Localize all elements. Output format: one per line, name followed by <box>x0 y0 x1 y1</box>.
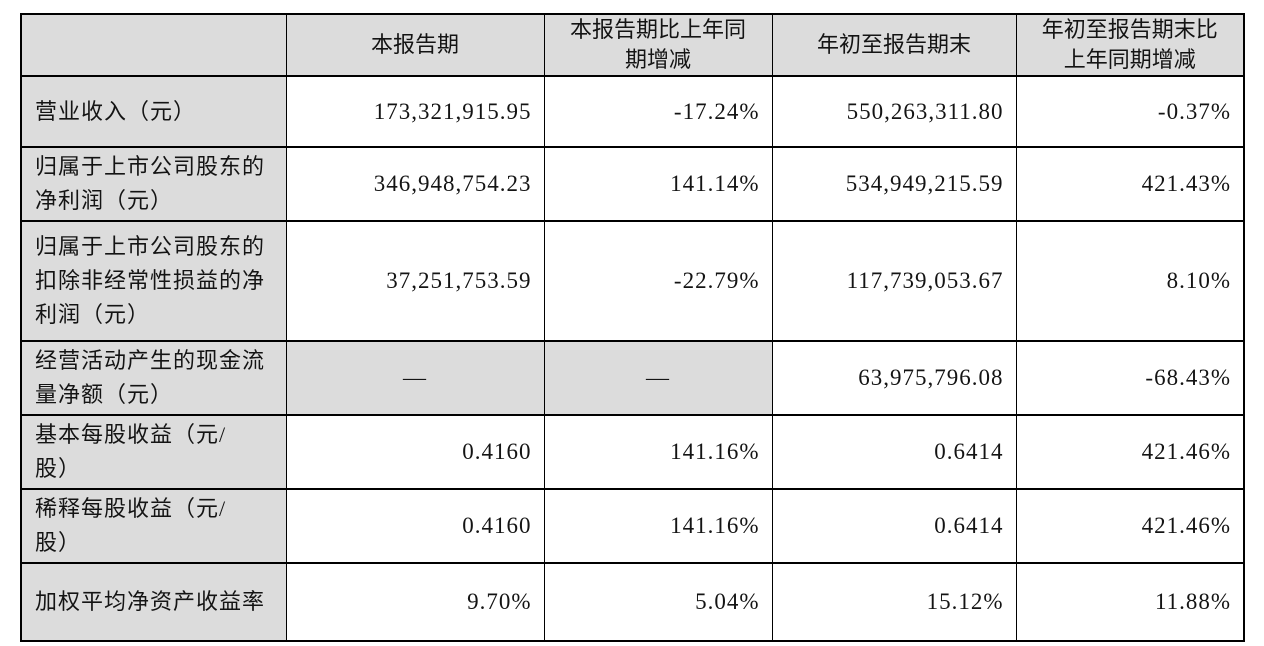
table-cell: 0.6414 <box>771 414 1017 490</box>
table-cell: 117,739,053.67 <box>771 220 1017 342</box>
row-net-profit-attributable: 归属于上市公司股东的 净利润（元） 346,948,754.23 141.14%… <box>20 146 1245 222</box>
table-cell: 421.46% <box>1015 488 1245 564</box>
table-cell: -22.79% <box>543 220 773 342</box>
table-cell: 550,263,311.80 <box>771 75 1017 148</box>
table-cell: 141.16% <box>543 488 773 564</box>
row-weighted-average-roe: 加权平均净资产收益率 9.70% 5.04% 15.12% 11.88% <box>20 562 1245 642</box>
table-cell: 5.04% <box>543 562 773 642</box>
table-cell: 141.16% <box>543 414 773 490</box>
table-cell: -17.24% <box>543 75 773 148</box>
table-cell: 0.4160 <box>285 414 545 490</box>
row-diluted-eps: 稀释每股收益（元/ 股） 0.4160 141.16% 0.6414 421.4… <box>20 488 1245 564</box>
row-basic-eps: 基本每股收益（元/ 股） 0.4160 141.16% 0.6414 421.4… <box>20 414 1245 490</box>
table-cell: 8.10% <box>1015 220 1245 342</box>
row-net-profit-excl-nonrecurring: 归属于上市公司股东的 扣除非经常性损益的净 利润（元） 37,251,753.5… <box>20 220 1245 342</box>
financial-summary-table: 本报告期 本报告期比上年同 期增减 年初至报告期末 年初至报告期末比 上年同期增… <box>20 13 1245 642</box>
header-row: 本报告期 本报告期比上年同 期增减 年初至报告期末 年初至报告期末比 上年同期增… <box>20 13 1245 77</box>
column-header-current-period-yoy-change: 本报告期比上年同 期增减 <box>543 13 773 77</box>
table-cell: 0.4160 <box>285 488 545 564</box>
table-cell-em-dash: — <box>285 340 545 416</box>
table-cell: 37,251,753.59 <box>285 220 545 342</box>
table-cell: 0.6414 <box>771 488 1017 564</box>
column-header-current-period: 本报告期 <box>285 13 545 77</box>
row-label: 基本每股收益（元/ 股） <box>20 414 287 490</box>
table-cell: 63,975,796.08 <box>771 340 1017 416</box>
row-label: 加权平均净资产收益率 <box>20 562 287 642</box>
row-label: 稀释每股收益（元/ 股） <box>20 488 287 564</box>
row-label: 归属于上市公司股东的 净利润（元） <box>20 146 287 222</box>
table-cell-em-dash: — <box>543 340 773 416</box>
table-cell: -68.43% <box>1015 340 1245 416</box>
table-cell: 141.14% <box>543 146 773 222</box>
row-label: 营业收入（元） <box>20 75 287 148</box>
table-cell: 11.88% <box>1015 562 1245 642</box>
column-header-year-to-date-yoy-change: 年初至报告期末比 上年同期增减 <box>1015 13 1245 77</box>
row-operating-cash-flow: 经营活动产生的现金流 量净额（元） — — 63,975,796.08 -68.… <box>20 340 1245 416</box>
column-header-blank <box>20 13 287 77</box>
table-cell: -0.37% <box>1015 75 1245 148</box>
table-cell: 421.43% <box>1015 146 1245 222</box>
financial-summary-table-wrap: 本报告期 本报告期比上年同 期增减 年初至报告期末 年初至报告期末比 上年同期增… <box>20 13 1245 642</box>
row-label: 经营活动产生的现金流 量净额（元） <box>20 340 287 416</box>
table-cell: 173,321,915.95 <box>285 75 545 148</box>
table-cell: 15.12% <box>771 562 1017 642</box>
column-header-year-to-date: 年初至报告期末 <box>771 13 1017 77</box>
table-cell: 346,948,754.23 <box>285 146 545 222</box>
table-cell: 534,949,215.59 <box>771 146 1017 222</box>
row-label: 归属于上市公司股东的 扣除非经常性损益的净 利润（元） <box>20 220 287 342</box>
table-cell: 421.46% <box>1015 414 1245 490</box>
row-operating-revenue: 营业收入（元） 173,321,915.95 -17.24% 550,263,3… <box>20 75 1245 148</box>
table-cell: 9.70% <box>285 562 545 642</box>
